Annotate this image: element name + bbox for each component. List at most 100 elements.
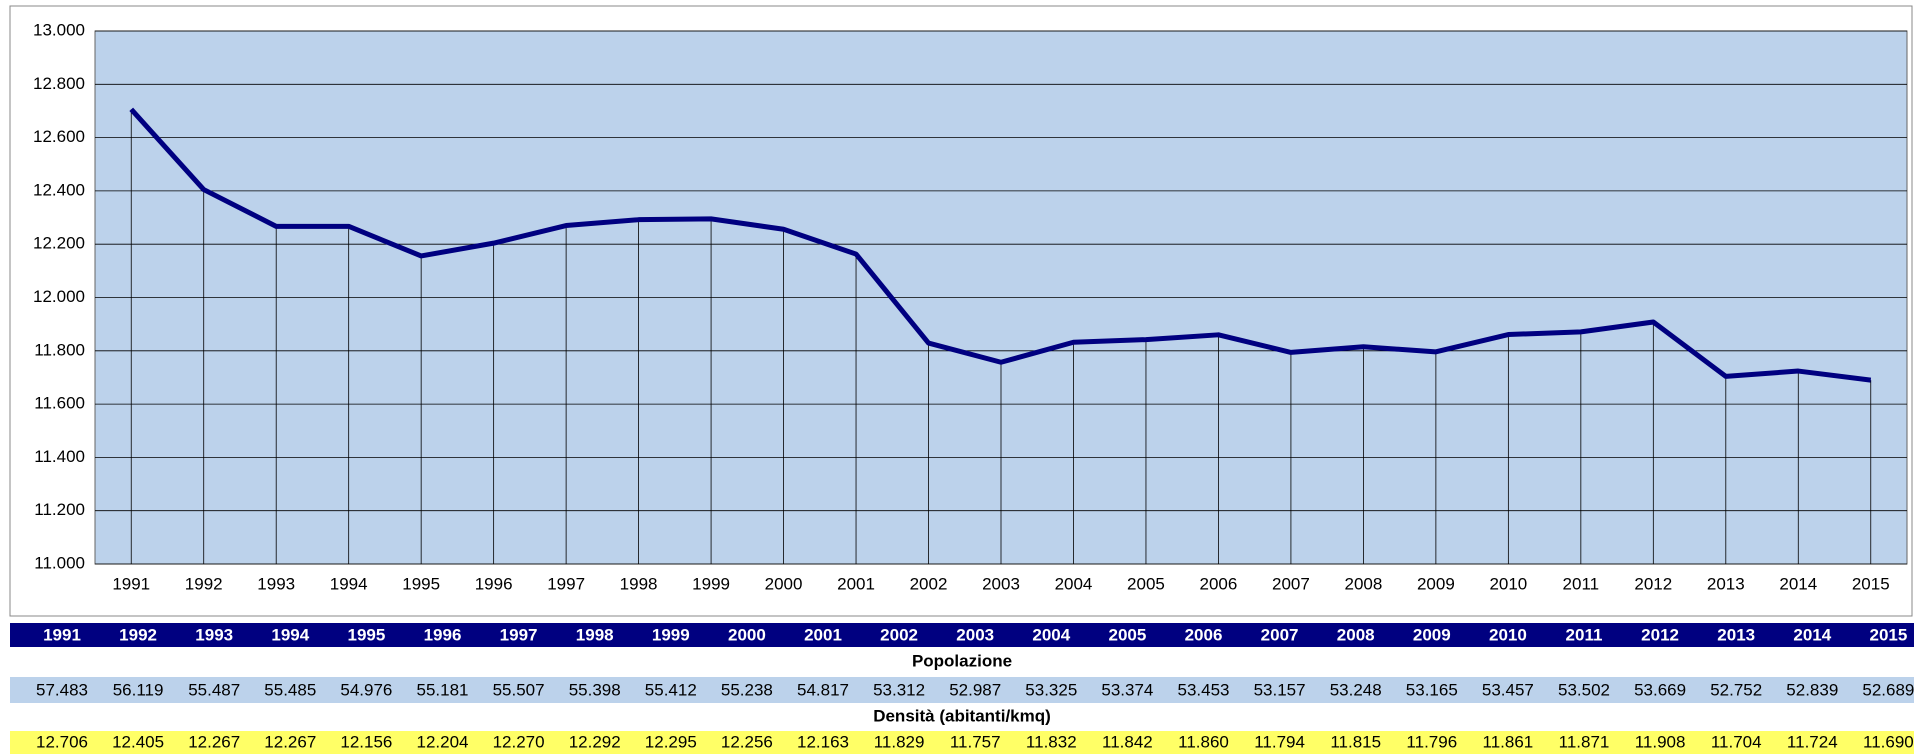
table-population: 53.374 <box>1101 680 1153 699</box>
y-tick-label: 11.200 <box>34 500 85 519</box>
year-header-row <box>10 623 1914 647</box>
table-population: 56.119 <box>113 680 164 699</box>
table-year: 2010 <box>1489 625 1527 644</box>
table-population: 55.181 <box>417 680 469 699</box>
table-population: 53.669 <box>1634 680 1686 699</box>
table-density: 11.815 <box>1330 732 1381 751</box>
x-tick-label: 1993 <box>257 574 295 593</box>
table-density: 11.842 <box>1102 732 1153 751</box>
table-year: 2000 <box>728 625 766 644</box>
x-tick-label: 2010 <box>1489 574 1527 593</box>
y-tick-label: 11.000 <box>34 553 85 572</box>
table-population: 53.502 <box>1558 680 1610 699</box>
table-population: 53.165 <box>1406 680 1458 699</box>
table-population: 52.689 <box>1862 680 1914 699</box>
table-year: 1998 <box>576 625 614 644</box>
table-density: 11.908 <box>1635 732 1686 751</box>
x-tick-label: 1992 <box>185 574 223 593</box>
table-density: 12.295 <box>645 732 697 751</box>
table-year: 2012 <box>1641 625 1679 644</box>
table-year: 2013 <box>1717 625 1755 644</box>
x-tick-label: 2014 <box>1779 574 1817 593</box>
x-tick-label: 2009 <box>1417 574 1455 593</box>
x-tick-label: 2001 <box>837 574 875 593</box>
x-tick-label: 2005 <box>1127 574 1165 593</box>
table-year: 1994 <box>271 625 309 644</box>
table-year: 1999 <box>652 625 690 644</box>
table-population: 55.238 <box>721 680 773 699</box>
table-population: 53.457 <box>1482 680 1534 699</box>
x-tick-label: 2007 <box>1272 574 1310 593</box>
y-tick-label: 12.800 <box>33 74 85 93</box>
table-density: 11.860 <box>1178 732 1229 751</box>
table-year: 2015 <box>1869 625 1907 644</box>
table-density: 11.724 <box>1787 732 1838 751</box>
x-tick-label: 2011 <box>1563 574 1600 593</box>
table-year: 2009 <box>1413 625 1451 644</box>
x-tick-label: 1998 <box>620 574 658 593</box>
table-density: 11.829 <box>874 732 925 751</box>
y-tick-label: 12.000 <box>33 287 85 306</box>
x-tick-label: 2015 <box>1852 574 1890 593</box>
table-density: 11.871 <box>1559 732 1610 751</box>
y-tick-label: 12.600 <box>33 127 85 146</box>
table-population: 53.312 <box>873 680 925 699</box>
data-line <box>129 107 1872 383</box>
y-tick-label: 12.200 <box>33 234 85 253</box>
table-year: 1995 <box>347 625 385 644</box>
y-tick-label: 11.400 <box>34 447 85 466</box>
table-population: 55.412 <box>645 680 697 699</box>
table-density: 11.794 <box>1254 732 1305 751</box>
x-tick-label: 1996 <box>475 574 513 593</box>
table-population: 55.398 <box>569 680 621 699</box>
table-year: 1996 <box>424 625 462 644</box>
table-year: 2004 <box>1032 625 1070 644</box>
table-density: 12.267 <box>188 732 240 751</box>
table-population: 55.487 <box>188 680 240 699</box>
table-population: 54.817 <box>797 680 849 699</box>
x-tick-label: 2003 <box>982 574 1020 593</box>
table-year: 2006 <box>1185 625 1223 644</box>
x-tick-label: 2000 <box>765 574 803 593</box>
x-tick-label: 1999 <box>692 574 730 593</box>
table-density: 12.706 <box>36 732 88 751</box>
x-tick-label: 2002 <box>910 574 948 593</box>
table-year: 2014 <box>1793 625 1831 644</box>
x-tick-label: 2012 <box>1634 574 1672 593</box>
table-density: 11.832 <box>1026 732 1077 751</box>
table-year: 2008 <box>1337 625 1375 644</box>
x-tick-label: 2008 <box>1344 574 1382 593</box>
x-tick-label: 1997 <box>547 574 585 593</box>
table-density: 11.861 <box>1483 732 1534 751</box>
table-population: 53.248 <box>1330 680 1382 699</box>
table-year: 1992 <box>119 625 157 644</box>
table-density: 11.757 <box>950 732 1001 751</box>
x-tick-label: 2013 <box>1707 574 1745 593</box>
table-population: 53.325 <box>1025 680 1077 699</box>
table-density: 12.256 <box>721 732 773 751</box>
population-row <box>10 677 1914 703</box>
table-year: 1993 <box>195 625 233 644</box>
table-population: 55.485 <box>264 680 316 699</box>
y-tick-label: 11.800 <box>34 340 85 359</box>
y-tick-label: 13.000 <box>33 20 85 39</box>
x-tick-label: 1994 <box>330 574 368 593</box>
table-density: 12.270 <box>493 732 545 751</box>
table-year: 2011 <box>1566 625 1603 644</box>
table-year: 2001 <box>804 625 842 644</box>
table-density: 12.292 <box>569 732 621 751</box>
table-year: 2005 <box>1108 625 1146 644</box>
table-population: 52.839 <box>1786 680 1838 699</box>
table-population: 53.157 <box>1254 680 1306 699</box>
table-density: 12.405 <box>112 732 164 751</box>
table-density: 12.204 <box>417 732 469 751</box>
table-population: 52.987 <box>949 680 1001 699</box>
table-population: 52.752 <box>1710 680 1762 699</box>
table-year: 2003 <box>956 625 994 644</box>
x-tick-label: 1995 <box>402 574 440 593</box>
table-population: 57.483 <box>36 680 88 699</box>
population-label: Popolazione <box>912 651 1012 670</box>
table-density: 11.690 <box>1863 732 1914 751</box>
y-tick-label: 11.600 <box>34 394 85 413</box>
